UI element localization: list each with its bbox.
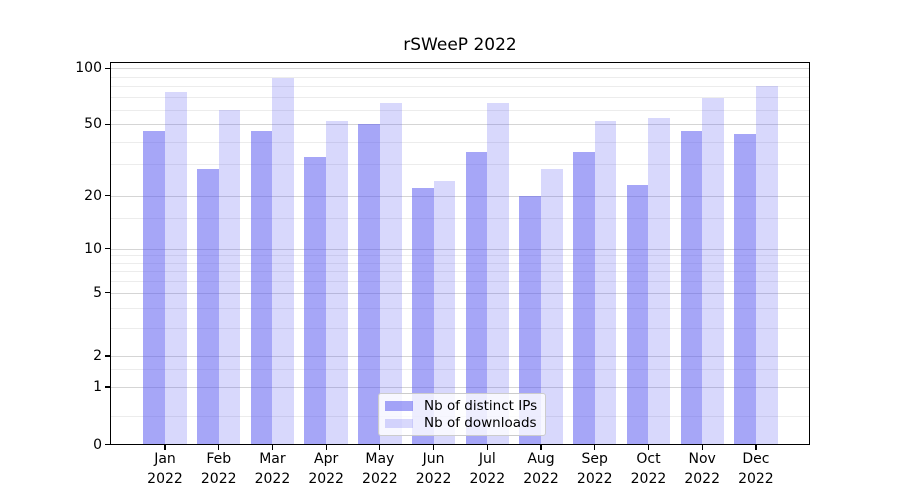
y-tick-label: 0 bbox=[93, 436, 102, 453]
y-tick-label: 20 bbox=[84, 187, 102, 204]
x-tick bbox=[433, 444, 435, 450]
minor-gridline bbox=[110, 109, 810, 111]
minor-gridline bbox=[110, 280, 810, 282]
bar-distinct-ips-jun bbox=[411, 188, 434, 445]
plot-area bbox=[110, 61, 810, 445]
legend-swatch-downloads bbox=[385, 418, 413, 428]
x-tick-label: Jul 2022 bbox=[469, 451, 506, 487]
y-tick-label: 100 bbox=[75, 60, 102, 77]
x-tick bbox=[701, 444, 703, 450]
bar-downloads-jun bbox=[433, 181, 456, 445]
y-tick bbox=[105, 291, 110, 294]
bar-downloads-apr bbox=[326, 121, 348, 445]
y-tick-label: 2 bbox=[93, 348, 102, 364]
x-tick-label: Apr 2022 bbox=[308, 451, 344, 487]
legend-item-distinct-ips: Nb of distinct IPs bbox=[385, 397, 545, 415]
bar-distinct-ips-aug bbox=[519, 195, 542, 445]
x-tick-label: Nov 2022 bbox=[684, 451, 720, 487]
major-gridline bbox=[110, 292, 810, 294]
x-tick-label: Aug 2022 bbox=[523, 451, 559, 487]
x-tick bbox=[218, 444, 220, 450]
chart-title: rSWeeP 2022 bbox=[403, 35, 517, 55]
bar-distinct-ips-oct bbox=[626, 184, 649, 445]
x-tick bbox=[755, 444, 757, 450]
minor-gridline bbox=[110, 255, 810, 257]
bar-downloads-feb bbox=[218, 109, 241, 445]
legend-item-downloads: Nb of downloads bbox=[385, 415, 545, 433]
minor-gridline bbox=[110, 307, 810, 309]
y-tick bbox=[105, 386, 110, 388]
bar-downloads-jan bbox=[165, 91, 187, 445]
legend-label-distinct-ips: Nb of distinct IPs bbox=[424, 397, 538, 414]
minor-gridline bbox=[110, 76, 810, 78]
y-tick-label: 50 bbox=[84, 116, 102, 133]
y-tick bbox=[105, 195, 110, 197]
y-tick bbox=[105, 67, 110, 69]
bar-downloads-may bbox=[379, 103, 402, 445]
x-tick-label: Mar 2022 bbox=[254, 451, 291, 487]
x-tick-label: Oct 2022 bbox=[630, 451, 667, 487]
minor-gridline bbox=[110, 327, 810, 329]
major-gridline bbox=[110, 195, 810, 197]
x-tick-label: Jan 2022 bbox=[147, 451, 183, 487]
legend-swatch-distinct-ips bbox=[385, 401, 413, 411]
minor-gridline bbox=[110, 262, 810, 264]
y-tick-label: 10 bbox=[84, 240, 102, 257]
x-tick bbox=[325, 444, 327, 450]
minor-gridline bbox=[110, 164, 810, 166]
bar-downloads-mar bbox=[272, 77, 295, 445]
bar-downloads-sep bbox=[594, 121, 617, 445]
x-tick bbox=[271, 444, 274, 450]
major-gridline bbox=[110, 68, 810, 70]
y-tick bbox=[105, 247, 110, 250]
x-tick bbox=[647, 444, 650, 450]
bar-distinct-ips-dec bbox=[734, 134, 756, 445]
bar-distinct-ips-nov bbox=[680, 130, 703, 445]
bar-downloads-oct bbox=[648, 118, 671, 445]
legend-label-downloads: Nb of downloads bbox=[424, 415, 537, 432]
bar-distinct-ips-mar bbox=[250, 130, 273, 445]
x-tick bbox=[379, 444, 381, 450]
bar-distinct-ips-apr bbox=[304, 156, 327, 445]
x-tick-label: Sep 2022 bbox=[576, 451, 613, 487]
y-tick bbox=[105, 123, 110, 125]
bar-downloads-aug bbox=[541, 169, 563, 445]
bar-downloads-jul bbox=[487, 103, 509, 445]
minor-gridline bbox=[110, 271, 810, 273]
bar-distinct-ips-jul bbox=[465, 152, 488, 445]
bar-downloads-dec bbox=[755, 86, 778, 445]
x-tick bbox=[486, 444, 488, 450]
bar-distinct-ips-jan bbox=[143, 130, 165, 445]
minor-gridline bbox=[110, 97, 810, 99]
x-tick bbox=[540, 444, 542, 450]
major-gridline bbox=[110, 124, 810, 126]
x-tick bbox=[594, 444, 596, 450]
major-gridline bbox=[110, 356, 810, 357]
x-tick-label: Jun 2022 bbox=[415, 451, 452, 487]
x-tick-label: Dec 2022 bbox=[738, 451, 774, 487]
minor-gridline bbox=[110, 368, 810, 370]
x-tick-label: Feb 2022 bbox=[200, 451, 237, 487]
bar-downloads-nov bbox=[702, 98, 724, 445]
bar-distinct-ips-may bbox=[358, 124, 380, 445]
y-tick-label: 5 bbox=[93, 284, 102, 301]
minor-gridline bbox=[110, 86, 810, 88]
y-tick bbox=[105, 443, 110, 446]
minor-gridline bbox=[110, 217, 810, 219]
legend: Nb of distinct IPs Nb of downloads bbox=[378, 393, 546, 436]
major-gridline bbox=[110, 248, 810, 250]
minor-gridline bbox=[110, 141, 810, 143]
x-tick bbox=[164, 444, 166, 450]
bar-distinct-ips-sep bbox=[573, 152, 595, 445]
y-tick-label: 1 bbox=[93, 379, 102, 395]
x-tick-label: May 2022 bbox=[362, 451, 398, 487]
y-tick bbox=[105, 355, 110, 357]
major-gridline bbox=[110, 387, 810, 388]
bar-distinct-ips-feb bbox=[197, 169, 219, 445]
